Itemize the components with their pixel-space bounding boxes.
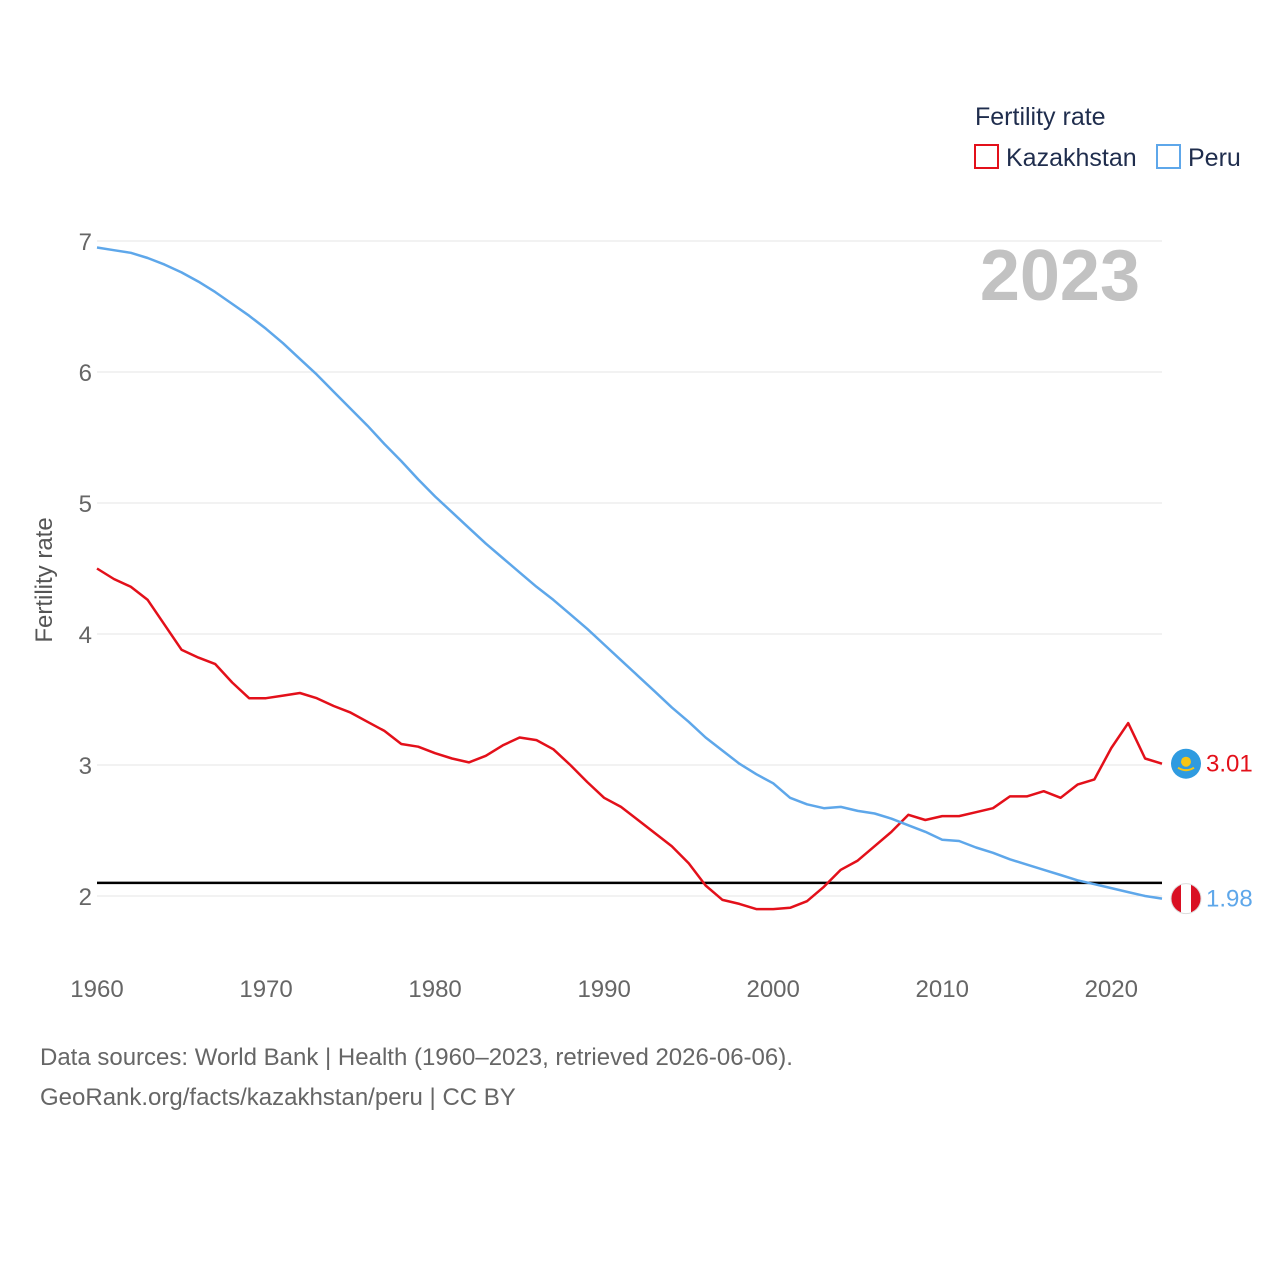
x-axis-ticks: 1960 1970 1980 1990 2000 2010 2020 [70,976,1138,1003]
kazakhstan-flag-icon [1171,748,1201,779]
x-tick-label: 1970 [239,976,292,1003]
footer-credit[interactable]: GeoRank.org/facts/kazakhstan/peru | CC B… [40,1084,516,1111]
y-tick-label: 6 [79,360,92,387]
footer-sources: Data sources: World Bank | Health (1960–… [40,1044,793,1071]
x-tick-label: 2020 [1085,976,1138,1003]
series-line-peru[interactable] [96,246,1163,900]
y-tick-label: 5 [79,491,92,518]
series-lines [96,246,1163,911]
legend-label-peru[interactable]: Peru [1188,144,1241,172]
end-label-kazakhstan: 3.01 [1206,751,1253,778]
end-label-peru: 1.98 [1206,886,1253,913]
x-tick-label: 1980 [408,976,461,1003]
y-tick-label: 3 [79,753,92,780]
legend-swatch-peru[interactable] [1156,144,1181,169]
year-watermark: 2023 [980,236,1140,316]
y-axis-ticks: 2 3 4 5 6 7 [79,229,92,911]
gridlines [97,240,1162,897]
x-tick-label: 2010 [916,976,969,1003]
x-tick-label: 2000 [746,976,799,1003]
y-axis-label: Fertility rate [31,517,58,642]
x-tick-label: 1960 [70,976,123,1003]
y-tick-label: 2 [79,884,92,911]
legend: Fertility rate Kazakhstan Peru [974,103,1241,172]
legend-swatch-kazakhstan[interactable] [974,144,999,169]
series-end-markers: 3.01 1.98 [1170,748,1253,915]
series-line-kazakhstan[interactable] [96,567,1163,911]
x-tick-label: 1990 [577,976,630,1003]
peru-flag-icon [1170,883,1202,915]
legend-label-kazakhstan[interactable]: Kazakhstan [1006,144,1137,172]
y-tick-label: 7 [79,229,92,256]
legend-title: Fertility rate [975,103,1106,131]
y-tick-label: 4 [79,622,92,649]
